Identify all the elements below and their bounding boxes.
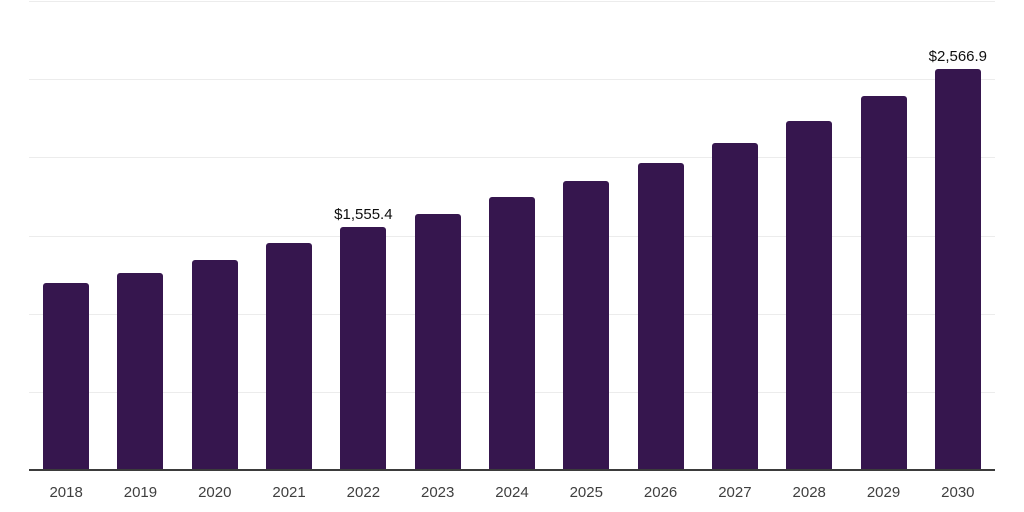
bar-2025 — [563, 181, 610, 470]
bar-2029 — [860, 95, 907, 470]
bar-2018 — [43, 282, 90, 470]
x-tick-2027: 2027 — [718, 484, 752, 501]
bar-2026 — [637, 162, 684, 470]
x-tick-2021: 2021 — [272, 484, 306, 501]
x-tick-2028: 2028 — [792, 484, 826, 501]
bar-2030 — [934, 68, 981, 470]
data-label-2030: $2,566.9 — [928, 47, 988, 65]
x-tick-2018: 2018 — [49, 484, 83, 501]
x-tick-2023: 2023 — [420, 484, 455, 501]
bar-2020 — [191, 259, 238, 470]
x-tick-2025: 2025 — [569, 484, 603, 501]
x-tick-2020: 2020 — [198, 484, 232, 501]
bar-2027 — [711, 142, 758, 470]
x-tick-2026: 2026 — [643, 484, 678, 501]
x-tick-2024: 2024 — [495, 484, 529, 501]
bar-2024 — [489, 196, 535, 470]
x-tick-2022: 2022 — [346, 484, 381, 501]
x-tick-2030: 2030 — [941, 484, 975, 501]
gridline-2500 — [29, 79, 995, 81]
x-axis-line — [29, 469, 995, 471]
gridline-2000 — [29, 157, 995, 159]
x-tick-2029: 2029 — [866, 484, 901, 501]
bar-2023 — [414, 213, 461, 470]
bar-2021 — [266, 243, 313, 470]
x-tick-2019: 2019 — [123, 484, 158, 501]
bar-2019 — [117, 272, 164, 470]
data-label-2022: $1,555.4 — [334, 205, 393, 223]
bar-2022 — [340, 226, 387, 470]
bar-2028 — [786, 120, 833, 470]
gridline-3000 — [29, 1, 995, 2]
